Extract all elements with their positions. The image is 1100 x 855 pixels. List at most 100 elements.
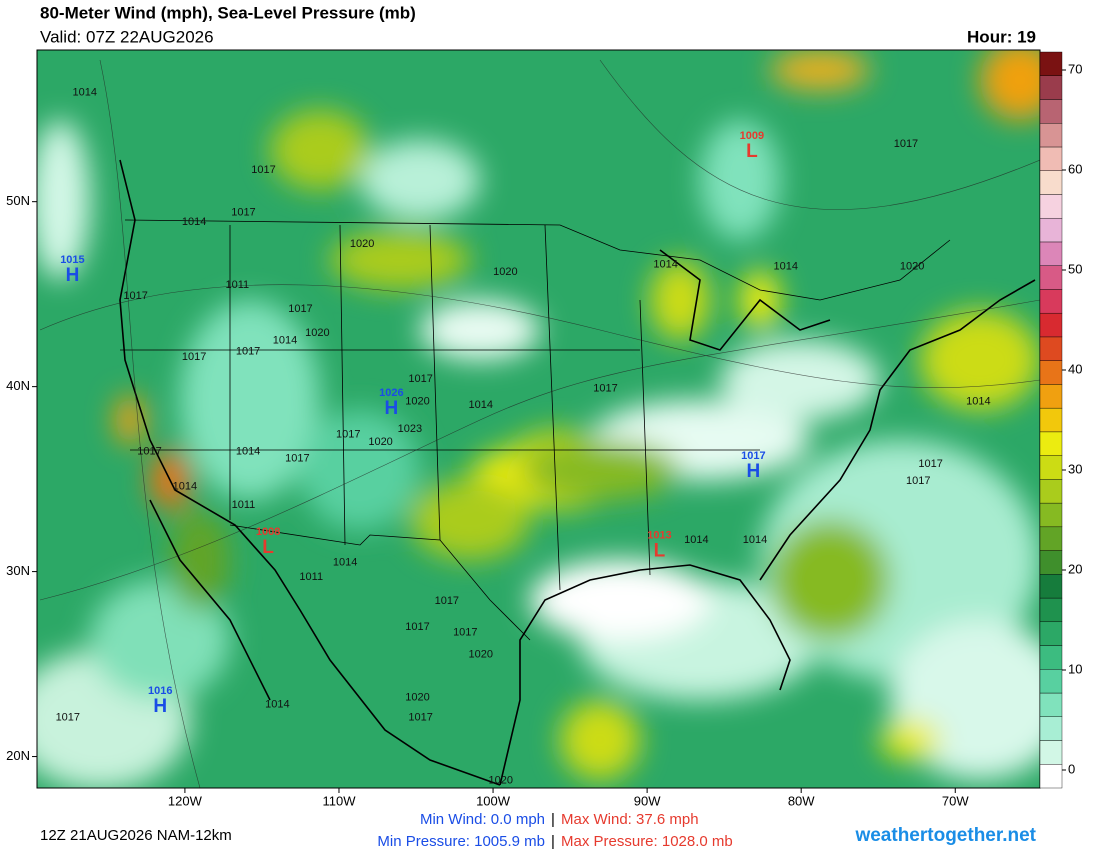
map-labels: 1014 1017 1017 1014 1020 1020 1011 1017 1017 1020… — [56, 86, 991, 786]
wind-shade — [520, 440, 680, 500]
isobar-label: 1014 — [774, 260, 798, 272]
isobar-label: 1011 — [232, 499, 256, 511]
isobar-label: 1017 — [408, 373, 432, 385]
wind-shade — [90, 580, 230, 700]
isobar-label: 1020 — [493, 266, 517, 278]
lon-tick-label: 120W — [168, 793, 203, 808]
colorbar-swatch — [1039, 645, 1063, 670]
colorbar-swatch — [1039, 502, 1063, 528]
isobar-label: 1011 — [225, 279, 249, 291]
forecast-hour: Hour: 19 — [967, 27, 1036, 46]
wind-shade — [560, 700, 640, 780]
map-axes: 120W 110W 100W 90W 80W 70W 50N 40N 30N 20N — [6, 193, 969, 808]
colorbar-swatch — [1039, 621, 1063, 646]
colorbar-swatch — [1039, 479, 1063, 504]
colorbar-tick-label: 20 — [1068, 561, 1082, 576]
pressure-center-symbol: L — [654, 541, 666, 562]
lat-tick-label: 30N — [6, 563, 30, 578]
state-lines — [120, 224, 760, 591]
pressure-center-value: 1017 — [741, 450, 765, 462]
pressure-center-symbol: H — [747, 461, 761, 482]
min-wind: Min Wind: 0.0 mph — [420, 811, 545, 828]
isobar-label: 1017 — [123, 290, 147, 302]
isobar — [599, 59, 1040, 210]
lon-tick-label: 70W — [942, 793, 969, 808]
isobar-label: 1017 — [251, 164, 275, 176]
colorbar-swatch — [1039, 550, 1063, 575]
colorbar-swatch — [1039, 289, 1063, 314]
wind-shade — [650, 260, 710, 340]
lon-tick-label: 100W — [476, 793, 511, 808]
pressure-center-symbol: H — [153, 696, 167, 717]
isobar-label: 1020 — [489, 775, 513, 787]
isobar-label: 1020 — [405, 691, 429, 703]
max-pressure: Max Pressure: 1028.0 mb — [561, 833, 733, 850]
isobar-label: 1014 — [265, 699, 289, 711]
colorbar-swatch — [1039, 312, 1063, 338]
isobar-label: 1011 — [299, 571, 323, 583]
pressure-center-value: 1015 — [60, 254, 84, 266]
separator: | — [551, 811, 555, 828]
colorbar-swatch — [1039, 716, 1063, 741]
lat-tick-label: 40N — [6, 378, 30, 393]
colorbar-tick-label: 40 — [1068, 361, 1082, 376]
colorbar-swatch — [1039, 51, 1063, 76]
pressure-center-value: 1013 — [647, 529, 671, 541]
isobar-label: 1014 — [236, 445, 260, 457]
isobar-label: 1020 — [305, 327, 329, 339]
colorbar-swatch — [1039, 692, 1063, 717]
colorbar-swatch — [1039, 384, 1063, 409]
isobar-label: 1014 — [468, 399, 492, 411]
colorbar-tick-label: 0 — [1068, 761, 1075, 776]
wind-shade — [720, 340, 880, 420]
isobar-label: 1017 — [288, 303, 312, 315]
isobar — [99, 59, 201, 788]
colorbar-tick-label: 70 — [1068, 61, 1082, 76]
isobar-label: 1017 — [336, 429, 360, 441]
isobar-label: 1017 — [408, 712, 432, 724]
pressure-center-symbol: L — [262, 537, 274, 558]
wind-shade — [920, 310, 1040, 410]
isobar-label: 1014 — [333, 556, 357, 568]
wind-shade — [530, 560, 710, 640]
max-wind: Max Wind: 37.6 mph — [561, 811, 699, 828]
colorbar-swatch — [1039, 170, 1063, 195]
isobar-label: 1014 — [684, 534, 708, 546]
wind-shade — [300, 410, 420, 530]
isobar-label: 1017 — [918, 458, 942, 470]
pressure-center-value: 1008 — [256, 526, 280, 538]
isobar-label: 1017 — [182, 351, 206, 363]
colorbar-swatch — [1039, 241, 1063, 266]
colorbar-tick-label: 10 — [1068, 661, 1082, 676]
isobar-label: 1017 — [137, 445, 161, 457]
isobar-label: 1017 — [236, 345, 260, 357]
colorbar-swatch — [1039, 574, 1063, 599]
lon-tick-label: 80W — [788, 793, 815, 808]
lat-tick-label: 20N — [6, 748, 30, 763]
isobar-label: 1020 — [405, 395, 429, 407]
colorbar-swatch — [1039, 146, 1063, 171]
isobar-label: 1014 — [273, 334, 297, 346]
wind-shade — [770, 50, 870, 90]
wind-shade — [270, 110, 370, 190]
colorbar-swatch — [1039, 597, 1063, 623]
pacific-coast — [119, 159, 501, 786]
wind-shade — [410, 480, 530, 560]
isobar-label: 1017 — [56, 712, 80, 724]
model-run: 12Z 21AUG2026 NAM-12km — [40, 827, 232, 844]
pressure-center-symbol: H — [66, 265, 80, 286]
isobar-label: 1017 — [285, 453, 309, 465]
isobar-label: 1020 — [468, 649, 492, 661]
canada-border — [124, 219, 951, 301]
colorbar-tick-label: 30 — [1068, 461, 1082, 476]
site-link[interactable]: weathertogether.net — [854, 825, 1036, 846]
isobar-label: 1014 — [653, 258, 677, 270]
wind-shade — [770, 520, 890, 640]
colorbar-swatch — [1039, 764, 1063, 789]
gulf-coast — [499, 564, 791, 786]
colorbar-swatch — [1039, 407, 1063, 433]
pressure-center-value: 1009 — [740, 130, 764, 142]
isobar-label: 1017 — [894, 138, 918, 150]
isobar-label: 1014 — [743, 534, 767, 546]
isobar-label: 1014 — [966, 395, 990, 407]
